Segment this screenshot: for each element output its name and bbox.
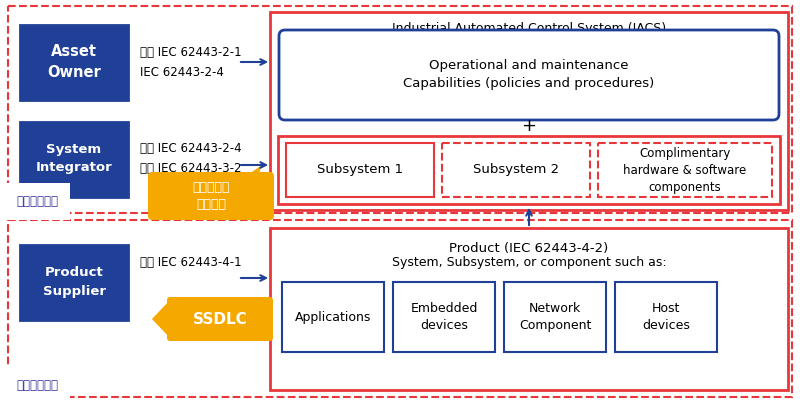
Polygon shape bbox=[252, 165, 262, 176]
Bar bbox=[504, 282, 606, 352]
Bar bbox=[286, 143, 434, 197]
Text: Asset
Owner: Asset Owner bbox=[47, 44, 101, 80]
Bar bbox=[598, 143, 772, 197]
Text: 獨立開發環境: 獨立開發環境 bbox=[16, 379, 58, 392]
Text: Applications: Applications bbox=[295, 311, 371, 324]
Text: Operational and maintenance
Capabilities (policies and procedures): Operational and maintenance Capabilities… bbox=[403, 60, 654, 90]
Text: Product (IEC 62443-4-2): Product (IEC 62443-4-2) bbox=[450, 242, 609, 255]
Text: 運作 IEC 62443-2-1: 運作 IEC 62443-2-1 bbox=[140, 45, 242, 58]
Text: 部署 IEC 62443-4-1: 部署 IEC 62443-4-1 bbox=[140, 256, 242, 269]
Text: Host
devices: Host devices bbox=[642, 302, 690, 332]
Text: Embedded
devices: Embedded devices bbox=[410, 302, 478, 332]
Bar bbox=[20, 122, 128, 197]
Text: System
Integrator: System Integrator bbox=[36, 143, 112, 175]
Bar bbox=[615, 282, 717, 352]
Text: Network
Component: Network Component bbox=[519, 302, 591, 332]
Text: 現場運作環境: 現場運作環境 bbox=[16, 195, 58, 208]
Bar bbox=[20, 245, 128, 320]
Bar bbox=[20, 25, 128, 100]
Bar bbox=[8, 6, 792, 213]
Bar bbox=[278, 136, 780, 204]
Bar bbox=[270, 228, 788, 390]
FancyBboxPatch shape bbox=[167, 297, 273, 341]
Bar bbox=[442, 143, 590, 197]
Text: 運作 IEC 62443-3-2: 運作 IEC 62443-3-2 bbox=[140, 162, 242, 175]
Bar bbox=[270, 12, 788, 210]
FancyBboxPatch shape bbox=[148, 172, 274, 220]
Text: IEC 62443-2-4: IEC 62443-2-4 bbox=[140, 66, 224, 79]
Bar bbox=[282, 282, 384, 352]
Text: Subsystem 2: Subsystem 2 bbox=[473, 164, 559, 177]
Text: Complimentary
hardware & software
components: Complimentary hardware & software compon… bbox=[623, 147, 746, 194]
Text: SSDLC: SSDLC bbox=[193, 311, 247, 326]
Polygon shape bbox=[152, 300, 170, 338]
Text: Subsystem 1: Subsystem 1 bbox=[317, 164, 403, 177]
Text: 風險評估與
安全設計: 風險評估與 安全設計 bbox=[192, 181, 230, 211]
Bar bbox=[8, 220, 792, 397]
Text: System, Subsystem, or component such as:: System, Subsystem, or component such as: bbox=[392, 256, 666, 269]
Text: Product
Supplier: Product Supplier bbox=[42, 266, 106, 298]
FancyBboxPatch shape bbox=[279, 30, 779, 120]
Text: 整合 IEC 62443-2-4: 整合 IEC 62443-2-4 bbox=[140, 141, 242, 154]
Bar bbox=[393, 282, 495, 352]
Text: +: + bbox=[522, 117, 537, 135]
Text: Industrial Automated Control System (IACS): Industrial Automated Control System (IAC… bbox=[392, 22, 666, 35]
